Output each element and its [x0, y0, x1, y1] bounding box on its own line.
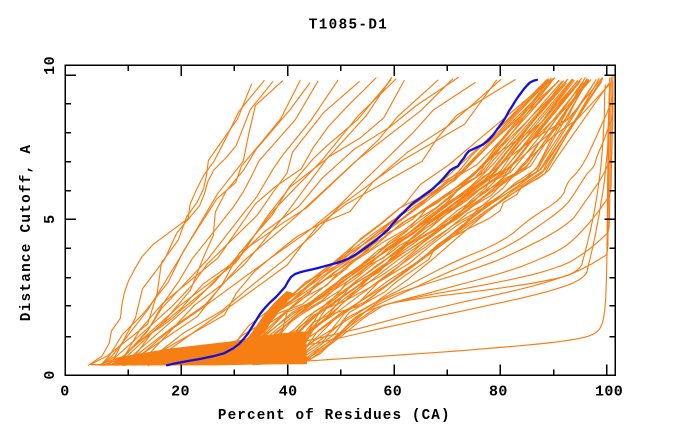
- svg-text:10: 10: [42, 56, 59, 75]
- svg-text:Percent of Residues (CA): Percent of Residues (CA): [218, 408, 451, 424]
- svg-text:0: 0: [60, 384, 69, 401]
- svg-text:100: 100: [595, 384, 623, 401]
- svg-text:Distance Cutoff, A: Distance Cutoff, A: [19, 144, 35, 321]
- svg-text:20: 20: [171, 384, 190, 401]
- svg-text:0: 0: [42, 370, 59, 379]
- svg-text:5: 5: [42, 214, 59, 223]
- svg-text:40: 40: [279, 384, 298, 401]
- svg-text:T1085-D1: T1085-D1: [309, 18, 388, 34]
- svg-text:80: 80: [489, 384, 508, 401]
- svg-text:60: 60: [383, 384, 402, 401]
